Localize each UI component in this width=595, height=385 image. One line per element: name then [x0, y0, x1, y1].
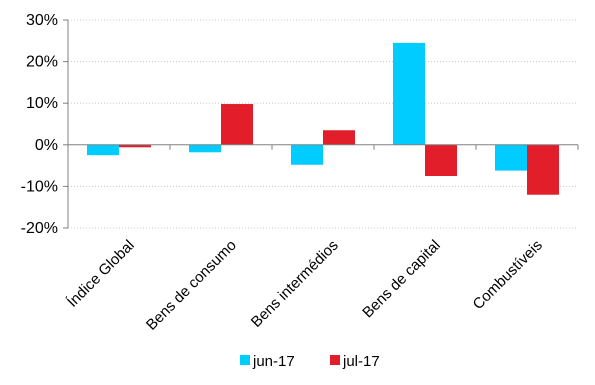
y-tick-label: 0% — [35, 137, 58, 154]
x-category-label: Índice Global — [64, 237, 138, 311]
bar-jul-17-2 — [323, 130, 355, 145]
bar-jul-17-0 — [119, 144, 151, 148]
bar-jun-17-1 — [189, 144, 221, 153]
y-tick-label: 10% — [26, 95, 58, 112]
bar-jun-17-3 — [393, 42, 425, 145]
bar-jul-17-3 — [425, 144, 457, 176]
bar-jun-17-2 — [291, 144, 323, 165]
y-tick-label: -10% — [21, 178, 58, 195]
y-tick-label: 20% — [26, 54, 58, 71]
legend-label: jul-17 — [342, 353, 380, 370]
x-category-label: Bens de consumo — [143, 237, 240, 334]
bar-jul-17-1 — [221, 104, 253, 145]
x-category-label: Bens de capital — [359, 237, 444, 322]
legend-label: jun-17 — [252, 353, 295, 370]
legend-swatch-jun-17 — [240, 355, 250, 365]
y-tick-label: -20% — [21, 220, 58, 237]
y-tick-label: 30% — [26, 12, 58, 29]
bar-jun-17-4 — [495, 144, 527, 171]
x-category-label: Combustíveis — [470, 237, 546, 313]
x-category-label: Bens intermédios — [248, 237, 342, 331]
bar-jun-17-0 — [87, 144, 119, 156]
bar-jul-17-4 — [527, 144, 559, 195]
legend-swatch-jul-17 — [330, 355, 340, 365]
